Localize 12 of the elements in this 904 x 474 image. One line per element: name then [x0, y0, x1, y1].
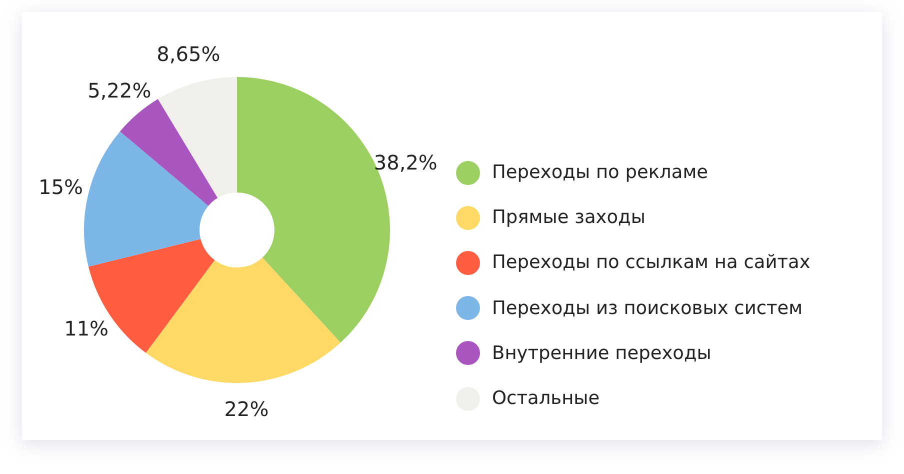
legend-label: Переходы из поисковых систем [492, 298, 803, 319]
legend-label: Переходы по рекламе [492, 162, 708, 184]
data-label: 11% [64, 316, 109, 340]
legend-label: Переходы по ссылкам на сайтах [492, 252, 810, 274]
data-label: 22% [224, 396, 269, 421]
legend-label: Остальные [492, 388, 600, 410]
data-label: 5,22% [88, 78, 152, 103]
data-label: 38,2% [374, 150, 438, 174]
legend-label: Внутренние переходы [492, 342, 712, 364]
data-label: 15% [38, 175, 83, 200]
legend-label: Прямые заходы [492, 207, 646, 228]
data-label: 8,65% [156, 42, 220, 66]
